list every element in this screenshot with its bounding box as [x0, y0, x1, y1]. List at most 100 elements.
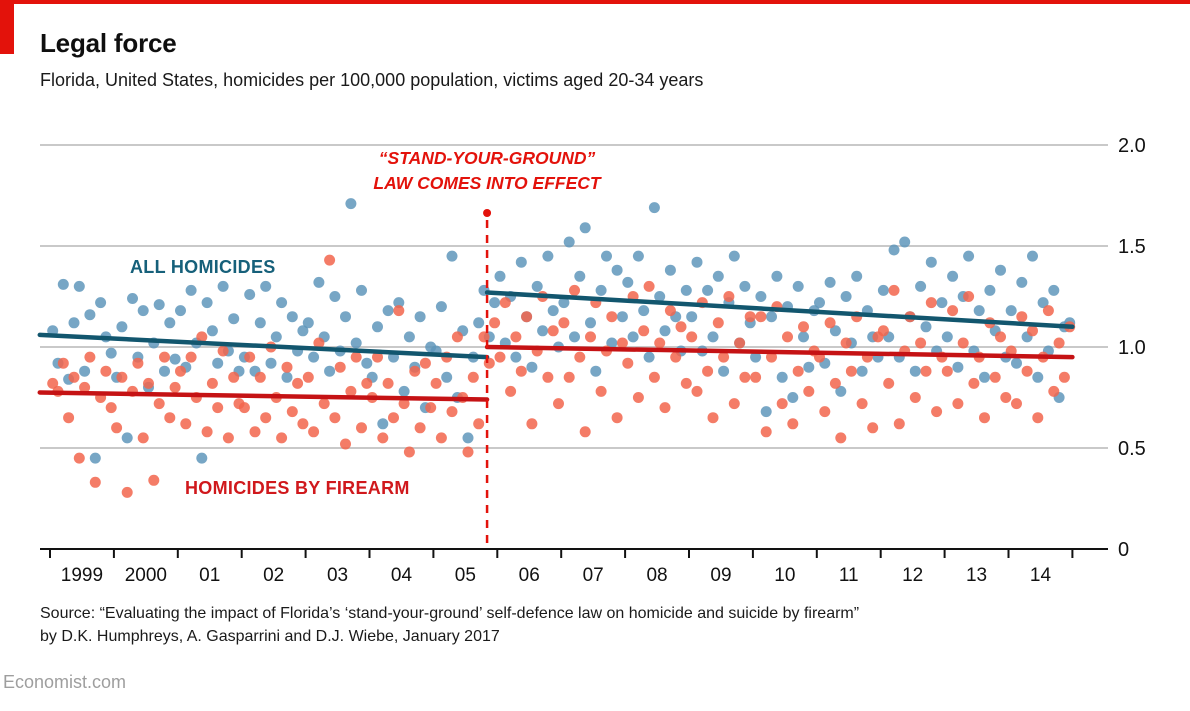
data-point-all-homicides — [915, 280, 927, 292]
data-point-firearm — [435, 432, 447, 444]
event-line-dot — [483, 209, 492, 217]
data-point-firearm — [702, 365, 714, 377]
data-point-all-homicides — [616, 311, 628, 323]
data-point-firearm — [425, 402, 437, 414]
data-point-firearm — [105, 402, 117, 414]
data-point-firearm — [632, 392, 644, 403]
data-point-all-homicides — [585, 317, 596, 329]
data-point-firearm — [638, 325, 650, 337]
data-point-firearm — [691, 385, 703, 397]
data-point-all-homicides — [1048, 284, 1060, 296]
data-point-all-homicides — [979, 371, 990, 383]
data-point-firearm — [510, 331, 522, 343]
data-point-firearm — [143, 377, 154, 389]
data-point-firearm — [521, 311, 533, 323]
data-point-firearm — [1021, 365, 1033, 377]
data-point-firearm — [931, 406, 943, 418]
data-point-firearm — [1000, 392, 1012, 403]
data-point-firearm — [750, 371, 762, 383]
x-tick-label: 09 — [710, 565, 731, 586]
data-point-all-homicides — [105, 347, 117, 359]
data-point-all-homicides — [537, 325, 549, 337]
data-point-all-homicides — [57, 278, 69, 290]
data-point-all-homicides — [345, 198, 357, 210]
data-point-firearm — [792, 365, 804, 377]
data-point-firearm — [169, 381, 181, 393]
source-line2: by D.K. Humphreys, A. Gasparrini and D.J… — [40, 628, 500, 645]
page-title: Legal force — [40, 28, 177, 58]
data-point-firearm — [196, 331, 208, 343]
data-point-all-homicides — [947, 270, 959, 282]
data-point-all-homicides — [771, 270, 783, 282]
data-point-all-homicides — [127, 293, 138, 304]
data-point-all-homicides — [606, 337, 618, 349]
data-point-all-homicides — [835, 385, 847, 397]
x-tick-label: 07 — [583, 565, 604, 586]
data-point-firearm — [760, 426, 772, 438]
data-point-firearm — [1048, 385, 1060, 397]
data-point-firearm — [451, 331, 463, 343]
data-point-firearm — [622, 357, 634, 369]
data-point-firearm — [403, 446, 415, 458]
data-point-all-homicides — [494, 270, 506, 282]
data-point-all-homicides — [185, 284, 197, 296]
trend-line-all-homicides — [37, 332, 490, 360]
data-point-firearm — [222, 432, 234, 444]
data-point-firearm — [430, 377, 442, 389]
data-point-firearm — [318, 398, 330, 410]
data-point-firearm — [840, 337, 852, 349]
data-point-firearm — [798, 321, 809, 333]
data-point-firearm — [643, 280, 655, 292]
data-point-all-homicides — [792, 280, 804, 292]
data-point-firearm — [409, 365, 421, 377]
data-point-all-homicides — [622, 276, 634, 288]
x-tick-label: 08 — [646, 565, 667, 586]
x-tick-label: 12 — [902, 565, 923, 586]
data-point-firearm — [47, 377, 59, 389]
data-point-all-homicides — [787, 392, 799, 403]
data-point-firearm — [547, 325, 559, 337]
trend-line-all-homicides — [484, 290, 1075, 330]
publisher-brand: Economist.com — [3, 672, 127, 692]
data-point-all-homicides — [281, 371, 293, 383]
data-point-firearm — [995, 331, 1006, 343]
x-tick-label: 05 — [455, 565, 476, 586]
data-point-all-homicides — [627, 331, 639, 343]
trend-line-firearm — [37, 390, 490, 402]
x-tick-label: 1999 — [61, 565, 103, 586]
data-point-all-homicides — [766, 311, 777, 323]
data-point-all-homicides — [265, 357, 277, 369]
data-point-firearm — [542, 371, 554, 383]
data-point-all-homicides — [664, 264, 676, 276]
data-point-firearm — [329, 412, 341, 424]
data-point-firearm — [382, 377, 394, 389]
data-point-firearm — [377, 432, 389, 444]
data-point-firearm — [835, 432, 847, 444]
data-point-firearm — [1016, 311, 1028, 323]
data-point-firearm — [398, 398, 410, 410]
data-point-firearm — [563, 371, 575, 383]
data-point-firearm — [286, 406, 298, 418]
data-point-firearm — [877, 325, 889, 337]
data-point-firearm — [489, 317, 501, 329]
data-point-firearm — [345, 385, 357, 397]
data-point-firearm — [1058, 371, 1070, 383]
data-point-all-homicides — [196, 452, 208, 464]
data-point-firearm — [845, 365, 857, 377]
y-tick-label: 1.5 — [1118, 236, 1146, 258]
source-line1: Source: “Evaluating the impact of Florid… — [40, 605, 860, 622]
data-point-all-homicides — [116, 321, 128, 333]
data-point-all-homicides — [542, 250, 554, 262]
trend-line-firearm — [484, 344, 1075, 360]
chart-subtitle: Florida, United States, homicides per 10… — [40, 70, 704, 90]
data-point-all-homicides — [329, 291, 341, 302]
data-point-firearm — [473, 418, 485, 430]
data-point-all-homicides — [579, 222, 591, 234]
data-point-firearm — [606, 311, 618, 323]
data-point-all-homicides — [531, 280, 543, 292]
data-point-firearm — [659, 402, 671, 414]
data-point-firearm — [238, 402, 250, 414]
data-point-all-homicides — [659, 325, 671, 337]
data-point-firearm — [558, 317, 570, 329]
